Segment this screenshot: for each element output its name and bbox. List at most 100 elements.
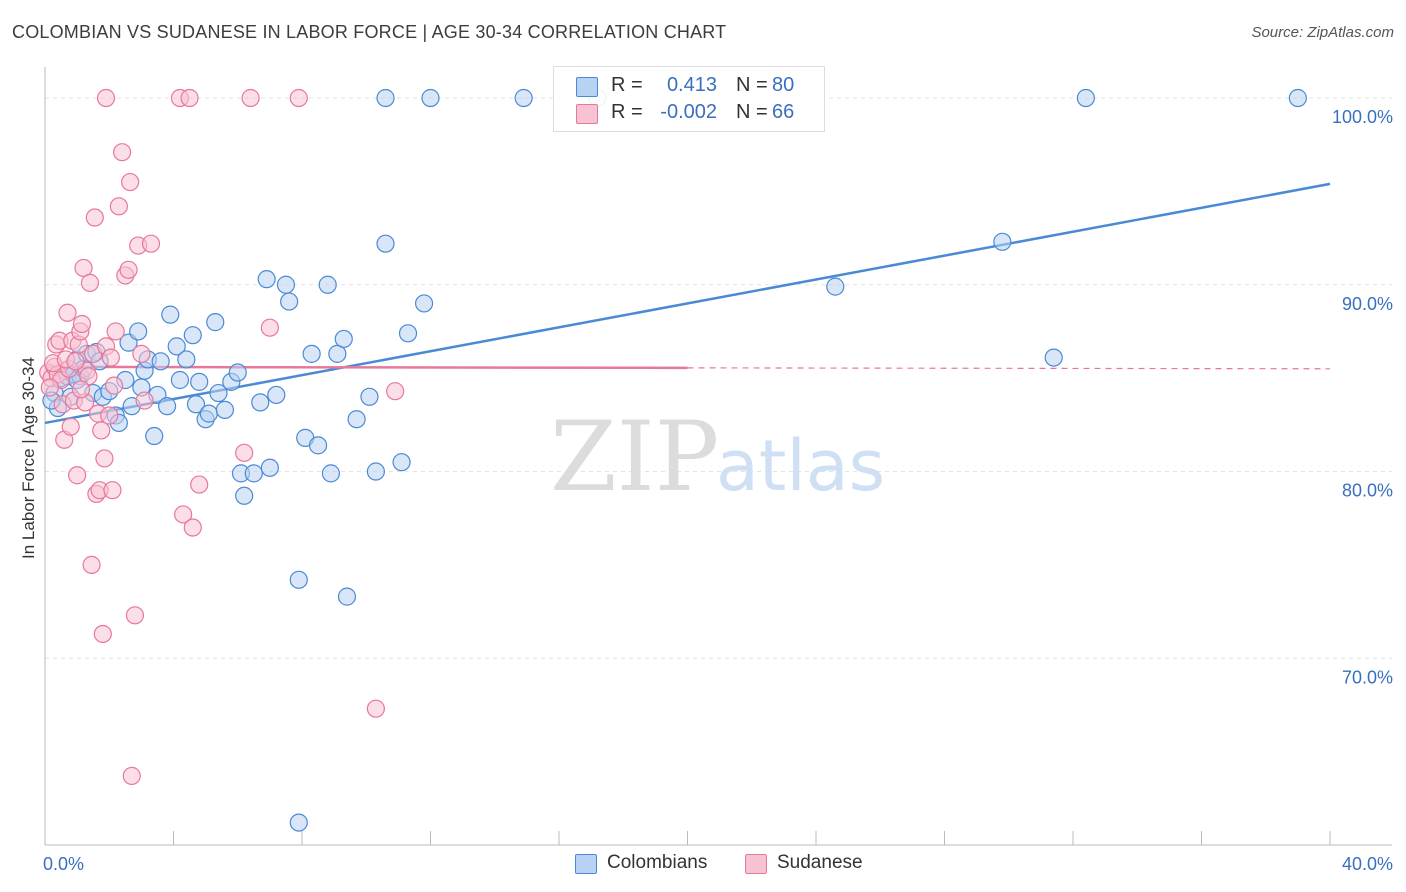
- point-sudanese: [93, 624, 112, 644]
- legend-row-sudanese: R = -0.002 N = 66: [554, 101, 824, 127]
- legend-r-label: R =: [611, 74, 643, 96]
- point-colombians: [257, 270, 276, 289]
- point-colombians: [347, 410, 366, 429]
- point-sudanese: [235, 443, 254, 462]
- trend-line-colombians: [44, 182, 1331, 425]
- legend-r-value: 0.413: [666, 74, 717, 96]
- point-colombians: [376, 88, 395, 108]
- point-colombians: [235, 486, 254, 505]
- point-colombians: [398, 324, 418, 343]
- point-colombians: [280, 292, 299, 311]
- point-sudanese: [85, 208, 104, 227]
- point-colombians: [267, 385, 286, 405]
- legend-n-label: N =: [736, 74, 768, 96]
- point-sudanese: [61, 417, 80, 436]
- point-colombians: [337, 587, 357, 606]
- point-colombians: [151, 352, 170, 371]
- legend-r-value: -0.002: [660, 101, 717, 123]
- point-colombians: [215, 400, 234, 419]
- point-sudanese: [58, 303, 77, 322]
- watermark-atlas: atlas: [716, 425, 885, 507]
- point-sudanese: [180, 88, 199, 108]
- point-sudanese: [260, 318, 279, 337]
- point-colombians: [1288, 88, 1307, 108]
- legend-n-label: N =: [736, 101, 768, 123]
- point-colombians: [167, 337, 186, 356]
- point-colombians: [199, 404, 218, 423]
- point-colombians: [421, 88, 440, 108]
- watermark-zip: ZIP: [550, 401, 719, 513]
- legend-swatch-colombians: [576, 77, 598, 97]
- point-colombians: [209, 383, 228, 403]
- point-colombians: [302, 344, 321, 363]
- trend-line-dashed-sudanese: [687, 367, 1331, 370]
- point-sudanese: [122, 766, 141, 786]
- point-colombians: [228, 363, 247, 382]
- point-colombians: [1076, 88, 1095, 108]
- series-swatch-colombians: [575, 854, 597, 874]
- point-sudanese: [141, 234, 161, 253]
- series-label-sudanese: Sudanese: [777, 852, 863, 873]
- legend-n-value: 80: [772, 74, 795, 96]
- series-swatch-sudanese: [745, 854, 767, 874]
- point-colombians: [334, 329, 353, 349]
- point-colombians: [826, 277, 845, 296]
- data-points: [39, 88, 1307, 832]
- point-sudanese: [112, 143, 132, 162]
- x-tick-label-max: 40.0%: [1342, 854, 1393, 874]
- point-colombians: [260, 458, 279, 477]
- point-sudanese: [241, 88, 260, 108]
- point-colombians: [183, 326, 202, 345]
- point-sudanese: [96, 88, 116, 108]
- point-colombians: [289, 813, 308, 832]
- legend-r-label: R =: [611, 101, 643, 123]
- point-colombians: [177, 350, 196, 369]
- point-colombians: [366, 462, 385, 481]
- legend-n-value: 66: [772, 101, 795, 123]
- series-sudanese: [39, 88, 405, 786]
- x-tick-label-min: 0.0%: [43, 854, 84, 874]
- chart-title: COLOMBIAN VS SUDANESE IN LABOR FORCE | A…: [12, 22, 727, 42]
- point-colombians: [289, 570, 308, 589]
- stats-legend: R = 0.413 N = 80 R = -0.002 N = 66: [553, 66, 825, 132]
- gridlines: [45, 97, 1392, 659]
- point-colombians: [308, 436, 328, 455]
- point-sudanese: [95, 449, 114, 468]
- point-colombians: [360, 387, 379, 406]
- series-label-colombians: Colombians: [607, 852, 708, 873]
- point-sudanese: [100, 406, 119, 425]
- point-colombians: [129, 322, 148, 341]
- point-sudanese: [82, 555, 101, 574]
- axis-labels: 70.0% 80.0% 90.0% 100.0% 0.0% 40.0% In Labor F…: [19, 107, 1393, 874]
- point-sudanese: [103, 481, 122, 500]
- y-axis-title: In Labor Force | Age 30-34: [19, 357, 38, 559]
- point-sudanese: [119, 260, 138, 279]
- point-colombians: [190, 372, 209, 391]
- y-tick-label: 70.0%: [1342, 667, 1393, 687]
- point-sudanese: [121, 172, 140, 192]
- point-colombians: [376, 234, 395, 253]
- axes: [44, 67, 1392, 846]
- point-sudanese: [132, 344, 151, 363]
- point-sudanese: [104, 376, 124, 395]
- point-sudanese: [106, 322, 125, 341]
- point-colombians: [321, 464, 341, 483]
- point-colombians: [414, 294, 434, 313]
- point-colombians: [392, 453, 411, 472]
- point-sudanese: [386, 382, 405, 401]
- point-colombians: [206, 313, 225, 332]
- point-colombians: [276, 275, 296, 294]
- point-sudanese: [190, 475, 209, 494]
- point-sudanese: [125, 606, 145, 625]
- watermark: ZIP atlas: [550, 401, 885, 513]
- point-sudanese: [92, 421, 111, 440]
- point-colombians: [170, 370, 190, 390]
- point-colombians: [318, 275, 337, 294]
- point-sudanese: [183, 518, 202, 537]
- point-colombians: [161, 305, 180, 324]
- point-sudanese: [289, 88, 308, 108]
- point-colombians: [244, 464, 263, 483]
- series-legend: Colombians Sudanese: [0, 852, 1406, 878]
- point-colombians: [157, 397, 177, 416]
